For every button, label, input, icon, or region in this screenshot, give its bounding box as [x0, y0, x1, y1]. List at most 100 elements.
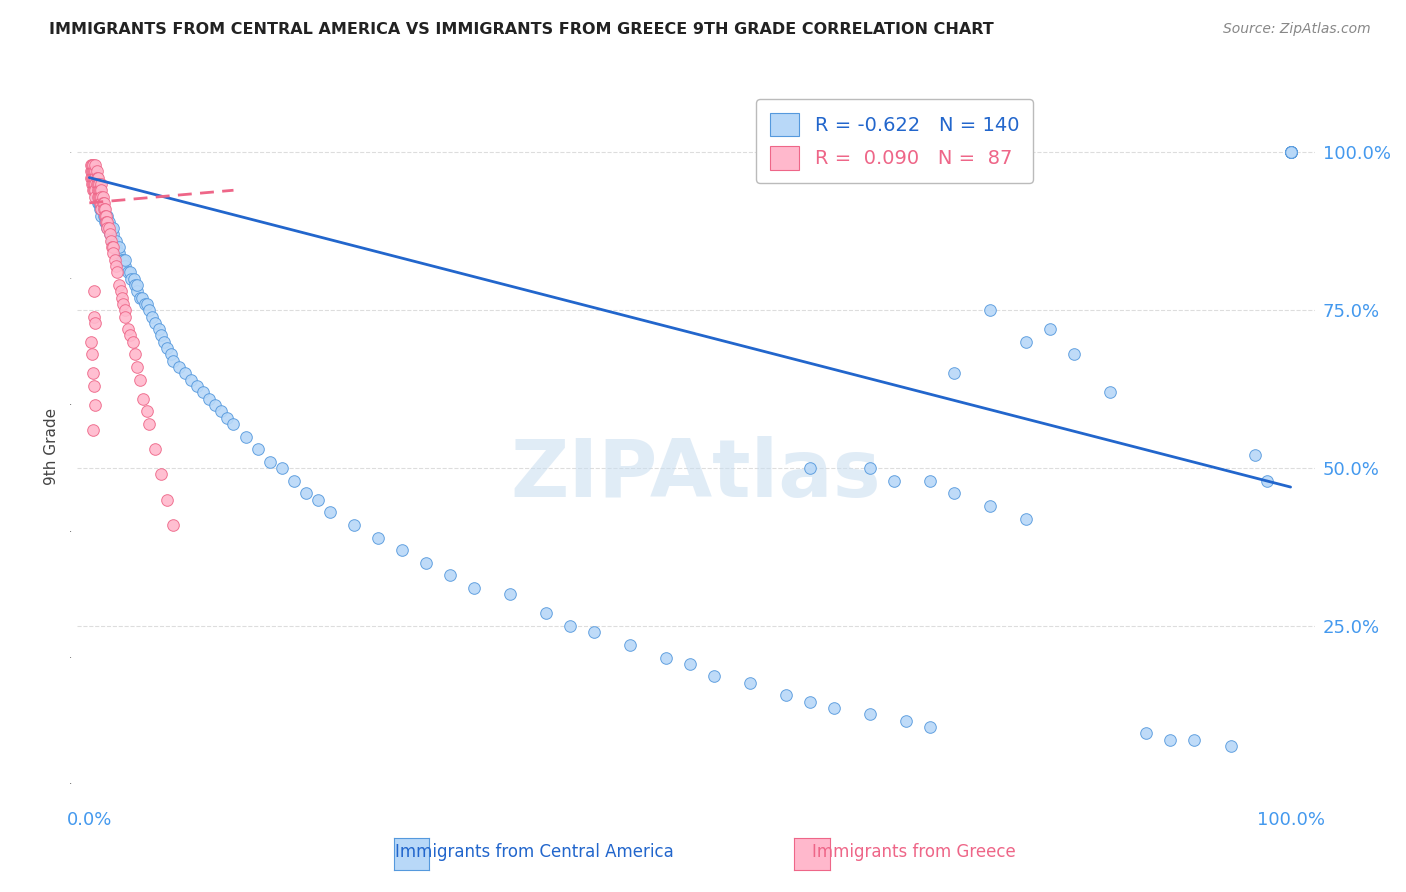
- Point: [103, 234, 125, 248]
- Point: [79, 158, 101, 172]
- Point: [97, 221, 120, 235]
- Point: [83, 183, 105, 197]
- Point: [86, 177, 108, 191]
- Point: [920, 720, 942, 734]
- Point: [343, 517, 366, 532]
- Point: [96, 209, 118, 223]
- Point: [111, 291, 134, 305]
- Point: [90, 195, 112, 210]
- Point: [97, 215, 120, 229]
- Point: [89, 195, 111, 210]
- Point: [128, 373, 150, 387]
- Point: [82, 170, 104, 185]
- Point: [83, 170, 105, 185]
- Point: [1063, 347, 1085, 361]
- Point: [89, 195, 111, 210]
- Point: [655, 650, 678, 665]
- Point: [211, 404, 233, 418]
- Point: [104, 234, 127, 248]
- Point: [84, 398, 107, 412]
- Point: [80, 164, 103, 178]
- Point: [169, 360, 191, 375]
- Point: [94, 202, 117, 217]
- Point: [83, 164, 105, 178]
- Point: [96, 215, 118, 229]
- Point: [89, 189, 111, 203]
- Point: [582, 625, 605, 640]
- Point: [80, 347, 103, 361]
- Point: [943, 367, 966, 381]
- Point: [1099, 385, 1122, 400]
- Point: [138, 417, 160, 431]
- Text: Immigrants from Greece: Immigrants from Greece: [813, 843, 1015, 861]
- Point: [87, 177, 110, 191]
- Point: [90, 195, 112, 210]
- Point: [103, 252, 125, 267]
- Point: [121, 334, 143, 349]
- Point: [103, 221, 125, 235]
- Point: [101, 234, 124, 248]
- Point: [82, 183, 104, 197]
- Point: [103, 240, 125, 254]
- Point: [82, 423, 104, 437]
- Point: [193, 385, 215, 400]
- Point: [83, 310, 105, 324]
- Point: [124, 347, 146, 361]
- Point: [534, 607, 557, 621]
- Point: [145, 316, 167, 330]
- Point: [96, 221, 118, 235]
- Point: [82, 158, 104, 172]
- Point: [86, 183, 108, 197]
- Point: [799, 695, 821, 709]
- Point: [122, 271, 145, 285]
- Point: [87, 170, 110, 185]
- Point: [86, 189, 108, 203]
- Point: [80, 158, 103, 172]
- Point: [87, 189, 110, 203]
- Point: [150, 467, 173, 482]
- Point: [1015, 334, 1038, 349]
- Point: [217, 410, 239, 425]
- Point: [318, 505, 340, 519]
- Point: [204, 398, 226, 412]
- Point: [180, 373, 202, 387]
- Point: [153, 334, 176, 349]
- Y-axis label: 9th Grade: 9th Grade: [44, 408, 59, 484]
- Point: [738, 675, 761, 690]
- Point: [883, 474, 905, 488]
- Point: [148, 322, 170, 336]
- Point: [132, 392, 155, 406]
- Point: [96, 215, 118, 229]
- Point: [80, 177, 103, 191]
- Point: [1219, 739, 1241, 753]
- Point: [104, 240, 127, 254]
- Point: [131, 291, 153, 305]
- Point: [84, 189, 107, 203]
- Point: [79, 164, 101, 178]
- Point: [114, 259, 136, 273]
- Point: [87, 177, 110, 191]
- Point: [82, 170, 104, 185]
- Point: [87, 183, 110, 197]
- Text: Source: ZipAtlas.com: Source: ZipAtlas.com: [1223, 22, 1371, 37]
- Point: [799, 461, 821, 475]
- Point: [93, 202, 115, 217]
- Point: [90, 189, 112, 203]
- Point: [1159, 732, 1181, 747]
- Point: [823, 701, 845, 715]
- Point: [1039, 322, 1062, 336]
- Point: [114, 252, 136, 267]
- Point: [82, 164, 104, 178]
- Point: [86, 170, 108, 185]
- Point: [1279, 145, 1302, 160]
- Point: [91, 195, 114, 210]
- Point: [83, 285, 105, 299]
- Point: [1015, 511, 1038, 525]
- Point: [98, 227, 121, 242]
- Point: [100, 221, 122, 235]
- Text: ZIPAtlas: ZIPAtlas: [510, 435, 882, 514]
- Point: [96, 215, 118, 229]
- Point: [84, 170, 107, 185]
- Point: [87, 183, 110, 197]
- Point: [307, 492, 329, 507]
